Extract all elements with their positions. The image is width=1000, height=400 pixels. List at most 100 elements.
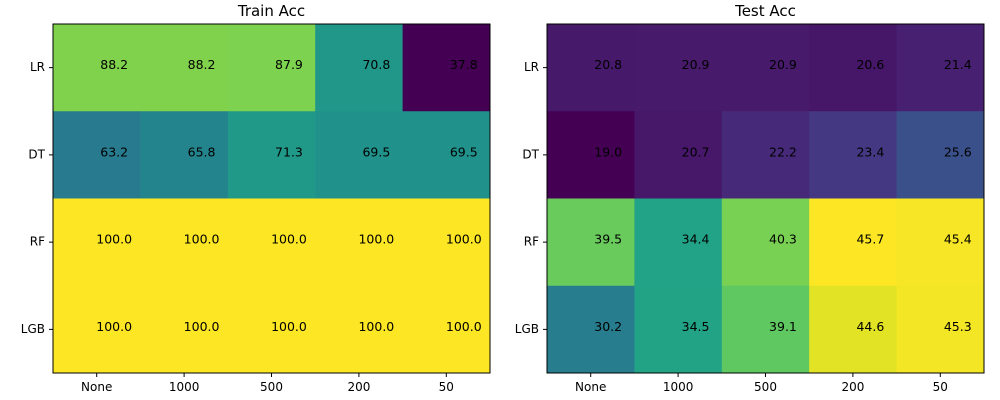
heatmap-cell-r0-c0 [547, 24, 635, 112]
heatmap-cell-r0-c1 [140, 24, 229, 112]
heatmap-cell-r1-c4 [402, 111, 491, 199]
heatmap-panel-1: 20.8 20.9 20.9 20.6 21.4 19.0 20.7 22.2 23.4 25.6… [515, 2, 985, 394]
x-tick-label-3: 200 [347, 380, 370, 394]
cell-value-label-r3-c4: 45.3 [944, 319, 972, 334]
cell-value-label-r3-c3: 100.0 [358, 319, 394, 334]
cell-value-label-r2-c3: 45.7 [856, 232, 884, 247]
heatmap-cell-r0-c4 [402, 24, 491, 112]
heatmap-cell-r1-c1 [140, 111, 229, 199]
heatmap-cell-r3-c1 [634, 285, 723, 374]
heatmap-cell-r3-c4 [402, 285, 491, 374]
heatmap-cell-r1-c3 [315, 111, 404, 199]
cell-value-label-r2-c1: 34.4 [682, 232, 710, 247]
cell-value-label-r0-c4: 37.8 [450, 57, 478, 72]
heatmap-cell-r2-c4 [402, 198, 491, 287]
cell-value-label-r1-c1: 65.8 [188, 144, 216, 159]
cell-value-label-r3-c3: 44.6 [856, 319, 884, 334]
y-tick-label-2: RF [30, 235, 45, 249]
cell-value-label-r3-c0: 100.0 [96, 319, 132, 334]
chart-title: Train Acc [237, 2, 305, 20]
heatmap-cell-r0-c0 [53, 24, 141, 112]
x-tick-label-4: 50 [439, 380, 454, 394]
heatmap-cell-r2-c0 [547, 198, 635, 287]
heatmap-cell-r2-c2 [227, 198, 316, 287]
x-tick-label-1: 1000 [169, 380, 200, 394]
heatmap-cell-r0-c3 [315, 24, 404, 112]
cell-value-label-r0-c3: 20.6 [856, 57, 884, 72]
cell-value-label-r3-c1: 100.0 [184, 319, 220, 334]
heatmap-cell-r1-c1 [634, 111, 723, 199]
x-tick-label-0: None [81, 380, 112, 394]
cell-value-label-r1-c3: 23.4 [856, 144, 884, 159]
cell-value-label-r0-c0: 20.8 [594, 57, 622, 72]
heatmap-cell-r2-c4 [896, 198, 985, 287]
cell-value-label-r2-c4: 100.0 [446, 232, 482, 247]
heatmap-cell-r0-c2 [721, 24, 810, 112]
cell-value-label-r2-c2: 100.0 [271, 232, 307, 247]
cell-value-label-r3-c4: 100.0 [446, 319, 482, 334]
heatmap-cell-r1-c3 [809, 111, 898, 199]
heatmap-cell-r2-c3 [315, 198, 404, 287]
y-tick-label-2: RF [524, 235, 539, 249]
cell-value-label-r1-c4: 69.5 [450, 144, 478, 159]
heatmap-cell-r0-c3 [809, 24, 898, 112]
heatmap-cell-r1-c2 [721, 111, 810, 199]
cell-value-label-r1-c0: 19.0 [594, 144, 622, 159]
heatmap-cell-r0-c4 [896, 24, 985, 112]
cell-value-label-r2-c0: 39.5 [594, 232, 622, 247]
cell-value-label-r0-c1: 20.9 [682, 57, 710, 72]
y-tick-label-0: LR [524, 60, 539, 74]
heatmap-cell-r1-c4 [896, 111, 985, 199]
cell-value-label-r2-c0: 100.0 [96, 232, 132, 247]
cell-value-label-r0-c0: 88.2 [100, 57, 128, 72]
y-tick-label-3: LGB [515, 322, 539, 336]
y-tick-label-3: LGB [21, 322, 45, 336]
cell-value-label-r3-c2: 100.0 [271, 319, 307, 334]
y-tick-label-0: LR [30, 60, 45, 74]
cell-value-label-r2-c1: 100.0 [184, 232, 220, 247]
heatmap-cell-r3-c4 [896, 285, 985, 374]
cell-value-label-r1-c4: 25.6 [944, 144, 972, 159]
heatmap-cell-r3-c0 [53, 285, 141, 374]
heatmap-cell-r3-c0 [547, 285, 635, 374]
cell-value-label-r1-c1: 20.7 [682, 144, 710, 159]
heatmap-panel-0: 88.2 88.2 87.9 70.8 37.8 63.2 65.8 71.3 69.5 69.5… [21, 2, 491, 394]
heatmap-cell-r2-c2 [721, 198, 810, 287]
cell-value-label-r0-c1: 88.2 [188, 57, 216, 72]
x-tick-label-2: 500 [754, 380, 777, 394]
cell-value-label-r2-c2: 40.3 [769, 232, 797, 247]
heatmap-cell-r0-c1 [634, 24, 723, 112]
heatmap-cell-r1-c0 [547, 111, 635, 199]
cell-value-label-r3-c0: 30.2 [594, 319, 622, 334]
y-tick-label-1: DT [522, 147, 539, 161]
heatmap-cell-r2-c0 [53, 198, 141, 287]
heatmap-cell-r3-c2 [227, 285, 316, 374]
cell-value-label-r3-c2: 39.1 [769, 319, 797, 334]
cell-value-label-r1-c3: 69.5 [362, 144, 390, 159]
cell-value-label-r0-c2: 20.9 [769, 57, 797, 72]
cell-value-label-r2-c4: 45.4 [944, 232, 972, 247]
x-tick-label-2: 500 [260, 380, 283, 394]
cell-value-label-r2-c3: 100.0 [358, 232, 394, 247]
x-tick-label-0: None [575, 380, 606, 394]
heatmap-cell-r2-c3 [809, 198, 898, 287]
heatmap-cell-r3-c2 [721, 285, 810, 374]
x-tick-label-3: 200 [841, 380, 864, 394]
heatmap-cell-r2-c1 [140, 198, 229, 287]
cell-value-label-r1-c0: 63.2 [100, 144, 128, 159]
cell-value-label-r0-c2: 87.9 [275, 57, 303, 72]
heatmap-cell-r1-c0 [53, 111, 141, 199]
cell-value-label-r3-c1: 34.5 [682, 319, 710, 334]
cell-value-label-r1-c2: 22.2 [769, 144, 797, 159]
x-tick-label-1: 1000 [663, 380, 694, 394]
chart-title: Test Acc [734, 2, 796, 20]
cell-value-label-r1-c2: 71.3 [275, 144, 303, 159]
heatmap-cell-r1-c2 [227, 111, 316, 199]
cell-value-label-r0-c3: 70.8 [362, 57, 390, 72]
heatmap-cell-r3-c3 [315, 285, 404, 374]
y-tick-label-1: DT [28, 147, 45, 161]
cell-value-label-r0-c4: 21.4 [944, 57, 972, 72]
heatmap-cell-r3-c1 [140, 285, 229, 374]
heatmap-cell-r3-c3 [809, 285, 898, 374]
